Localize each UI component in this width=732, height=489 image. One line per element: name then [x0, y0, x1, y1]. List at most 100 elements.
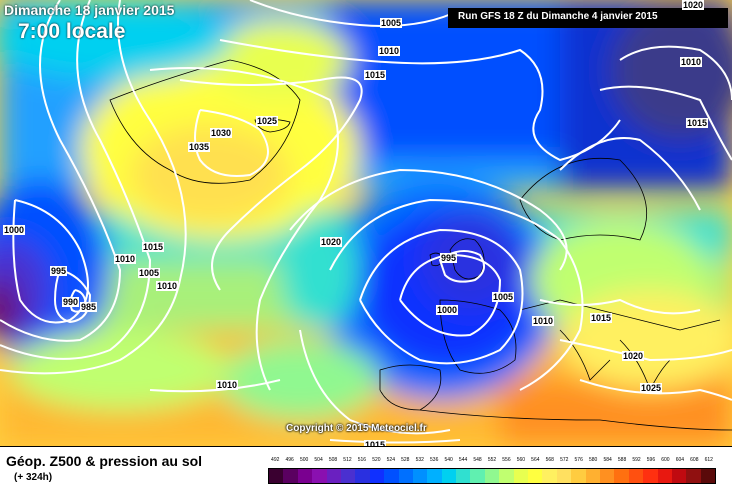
color-scale-tick-label: 492 [271, 457, 280, 463]
color-scale-swatch [556, 469, 572, 483]
legend-panel: Géop. Z500 & pression au sol (+ 324h) 49… [0, 446, 732, 489]
isobar-label: 1000 [436, 305, 459, 315]
color-scale-tick-label: 532 [415, 457, 424, 463]
isobar-label: 1000 [3, 225, 26, 235]
color-scale-swatch [585, 469, 600, 483]
color-scale-tick-label: 588 [617, 457, 627, 463]
color-scale-swatch [513, 469, 529, 483]
isobar-label: 1035 [188, 142, 211, 152]
color-scale-tick-label: 544 [458, 457, 468, 463]
color-scale-swatch [456, 469, 471, 483]
color-scale-tick-label: 572 [560, 457, 569, 463]
color-scale-swatch [643, 469, 658, 483]
color-scale-swatch [269, 469, 284, 483]
color-scale-bar [268, 468, 716, 484]
legend-title: Géop. Z500 & pression au sol [6, 453, 203, 469]
color-scale-tick-label: 528 [401, 457, 410, 463]
color-scale-swatch [384, 469, 399, 483]
isobar-lines [0, 0, 732, 444]
color-scale-swatch [326, 469, 341, 483]
isobar-label: 1005 [380, 18, 403, 28]
color-scale-swatch [571, 469, 586, 483]
isobar-label: 1015 [364, 440, 387, 446]
color-scale-tick-label: 596 [646, 457, 656, 463]
color-scale-tick-label: 512 [343, 457, 352, 463]
color-scale-tick-label: 536 [430, 457, 439, 463]
color-scale-tick-label: 568 [545, 457, 554, 463]
run-info-text: Run GFS 18 Z du Dimanche 4 janvier 2015 [458, 11, 658, 22]
color-scale-tick-label: 576 [574, 457, 583, 463]
isobar-label: 1005 [138, 268, 161, 278]
color-scale-swatch [427, 469, 442, 483]
isobar-label: 1025 [640, 383, 663, 393]
color-scale-tick-label: 516 [357, 457, 367, 463]
isobar-label: 1010 [156, 281, 179, 291]
run-info-box [448, 8, 728, 28]
isobar-label: 1015 [590, 313, 613, 323]
color-scale-swatch [470, 469, 485, 483]
forecast-time: 7:00 locale [18, 20, 126, 43]
color-scale-swatch [312, 469, 327, 483]
isobar-label: 1015 [364, 70, 387, 80]
color-scale-swatch [614, 469, 629, 483]
color-scale-tick-label: 552 [487, 457, 497, 463]
isobar-label: 1020 [682, 0, 705, 10]
color-scale-swatch [283, 469, 298, 483]
color-scale-swatch [340, 469, 356, 483]
color-scale-tick-label: 580 [588, 457, 598, 463]
isobar-label: 1010 [680, 57, 703, 67]
color-scale-swatch [355, 469, 370, 483]
color-scale-tick-label: 584 [603, 457, 612, 463]
color-scale-tick-label: 508 [328, 457, 338, 463]
color-scale-swatch [398, 469, 413, 483]
color-scale-tick-label: 608 [690, 457, 699, 463]
isobar-label: 995 [440, 253, 458, 263]
color-scale-tick-label: 500 [299, 457, 309, 463]
color-scale-tick-label: 604 [675, 457, 685, 463]
legend-subtitle: (+ 324h) [14, 472, 53, 483]
forecast-date: Dimanche 18 janvier 2015 [4, 2, 175, 18]
color-scale-tick-label: 496 [285, 457, 294, 463]
isobar-label: 1025 [256, 116, 279, 126]
color-scale-swatch [412, 469, 428, 483]
isobar-label: 1020 [622, 351, 645, 361]
geopotential-field [0, 0, 732, 446]
copyright-text: Copyright © 2015 Meteociel.fr [286, 423, 427, 434]
color-scale-swatch [657, 469, 672, 483]
color-scale-swatch [369, 469, 385, 483]
color-scale-swatch [542, 469, 557, 483]
color-scale-swatch [297, 469, 313, 483]
isobar-label: 990 [62, 297, 80, 307]
color-scale-swatch [599, 469, 615, 483]
color-scale-swatch [441, 469, 457, 483]
isobar-label: 1010 [532, 316, 555, 326]
color-scale-tick-label: 524 [386, 457, 395, 463]
color-scale-tick-label: 592 [632, 457, 641, 463]
isobar-label: 985 [80, 302, 98, 312]
color-scale-tick-label: 548 [473, 457, 482, 463]
color-scale-tick-label: 612 [704, 457, 713, 463]
color-scale-tick-label: 520 [372, 457, 381, 463]
isobar-label: 1030 [210, 128, 233, 138]
color-scale-tick-label: 600 [661, 457, 670, 463]
weather-map: Dimanche 18 janvier 2015 7:00 locale Run… [0, 0, 732, 446]
isobar-label: 1015 [686, 118, 709, 128]
isobar-label: 1005 [492, 292, 515, 302]
color-scale-tick-label: 564 [531, 457, 540, 463]
isobar-label: 995 [50, 266, 68, 276]
color-scale-tick-label: 560 [516, 457, 526, 463]
color-scale-swatch [484, 469, 500, 483]
color-scale-swatch [700, 469, 716, 483]
color-scale-tick-label: 556 [502, 457, 511, 463]
color-scale-tick-label: 504 [314, 457, 323, 463]
isobar-label: 1010 [378, 46, 401, 56]
color-scale-swatch [686, 469, 701, 483]
isobar-label: 1010 [216, 380, 239, 390]
color-scale-swatch [499, 469, 514, 483]
color-scale-swatch [628, 469, 644, 483]
isobar-label: 1020 [320, 237, 343, 247]
isobar-label: 1010 [114, 254, 137, 264]
color-scale-labels: 492 496 500 504 508 512 516 520 524 528 532 536 540 5… [268, 457, 716, 467]
color-scale-swatch [671, 469, 687, 483]
isobar-label: 1015 [142, 242, 165, 252]
